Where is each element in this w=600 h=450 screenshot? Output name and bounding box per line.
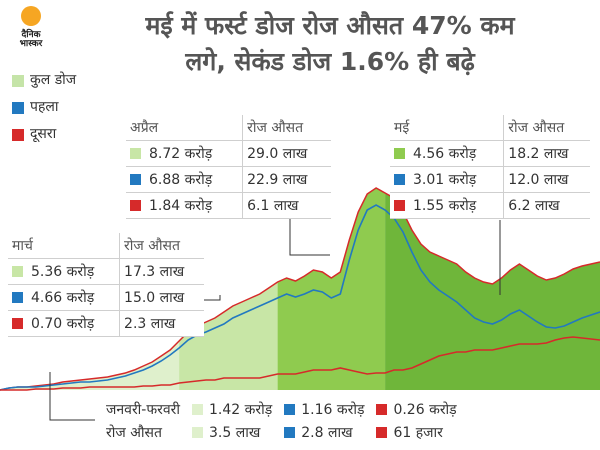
series-line-first [0, 204, 600, 391]
table-march: मार्च रोज औसत 5.36 करोड़ 17.3 लाख 4.66 करो… [8, 233, 204, 337]
cell-avg: 2.3 लाख [119, 310, 204, 337]
cell-avg: 2.8 लाख [301, 425, 353, 441]
cell-avg: 6.2 लाख [503, 192, 590, 219]
swatch-second [376, 404, 388, 415]
swatch-total [192, 427, 204, 438]
series-line-second [0, 336, 600, 391]
table-month: जनवरी-फरवरी [106, 402, 181, 418]
cell-total: 6.88 करोड़ [149, 172, 213, 188]
area-period-2 [277, 188, 386, 390]
table-avg-header: रोज औसत [503, 115, 590, 141]
cell-avg: 3.5 लाख [209, 425, 261, 441]
table-month: अप्रैल [126, 115, 244, 141]
cell-avg: 22.9 लाख [242, 166, 331, 193]
swatch-total [12, 266, 23, 277]
cell-total: 0.26 करोड़ [393, 402, 457, 418]
legend: कुल डोज पहला दूसरा [10, 66, 100, 150]
headline-line-2: लगे, सेकंड डोज 1.6% ही बढ़े [185, 47, 475, 76]
swatch-first [284, 404, 296, 415]
cell-total: 1.16 करोड़ [301, 402, 365, 418]
legend-item-first: पहला [10, 95, 100, 120]
swatch-first [394, 174, 405, 185]
swatch-total [130, 148, 141, 159]
cell-avg: 6.1 लाख [242, 192, 331, 219]
swatch-first [130, 174, 141, 185]
headline: मई में फर्स्ट डोज रोज औसत 47% कम लगे, से… [70, 8, 590, 80]
swatch-second [130, 200, 141, 211]
cell-total: 5.36 करोड़ [31, 264, 95, 280]
cell-total: 1.42 करोड़ [209, 402, 273, 418]
table-avg-label: रोज औसत [106, 425, 162, 441]
leader-april [250, 217, 330, 256]
cell-total: 3.01 करोड़ [413, 172, 477, 188]
cell-avg: 15.0 लाख [119, 284, 204, 311]
logo-text-1: दैनिक [21, 30, 41, 40]
cell-avg: 29.0 लाख [242, 140, 331, 167]
swatch-first [284, 427, 296, 438]
logo-sun-icon [21, 6, 41, 26]
cell-total: 1.84 करोड़ [149, 198, 213, 214]
legend-swatch [12, 75, 24, 87]
cell-total: 4.66 करोड़ [31, 290, 95, 306]
table-janfeb: जनवरी-फरवरी 1.42 करोड़ 1.16 करोड़ 0.26 क… [100, 398, 463, 444]
cell-avg: 61 हजार [393, 425, 443, 441]
swatch-total [192, 404, 204, 415]
swatch-first [12, 292, 23, 303]
swatch-second [12, 318, 23, 329]
cell-avg: 17.3 लाख [119, 258, 204, 285]
table-avg-header: रोज औसत [242, 115, 331, 141]
table-avg-header: रोज औसत [119, 233, 204, 259]
headline-line-1: मई में फर्स्ट डोज रोज औसत 47% कम [145, 11, 515, 40]
logo: दैनिक भास्कर [6, 6, 56, 50]
legend-swatch [12, 129, 24, 141]
legend-item-total: कुल डोज [10, 68, 100, 93]
table-month: मार्च [8, 233, 121, 259]
area-period-3 [385, 193, 600, 390]
cell-total: 1.55 करोड़ [413, 198, 477, 214]
logo-text-2: भास्कर [19, 39, 43, 49]
leader-janfeb [49, 372, 95, 421]
table-month: मई [390, 115, 505, 141]
table-may: मई रोज औसत 4.56 करोड़ 18.2 लाख 3.01 करोड़ 1… [390, 115, 590, 219]
legend-swatch [12, 102, 24, 114]
table-april: अप्रैल रोज औसत 8.72 करोड़ 29.0 लाख 6.88 कर… [126, 115, 331, 219]
cell-total: 8.72 करोड़ [149, 146, 213, 162]
area-period-0 [0, 341, 180, 390]
swatch-second [394, 200, 405, 211]
cell-total: 0.70 करोड़ [31, 316, 95, 332]
cell-avg: 18.2 लाख [503, 140, 590, 167]
cell-total: 4.56 करोड़ [413, 146, 477, 162]
legend-item-second: दूसरा [10, 122, 100, 147]
leader-march [200, 295, 221, 301]
swatch-total [394, 148, 405, 159]
swatch-second [376, 427, 388, 438]
cell-avg: 12.0 लाख [503, 166, 590, 193]
